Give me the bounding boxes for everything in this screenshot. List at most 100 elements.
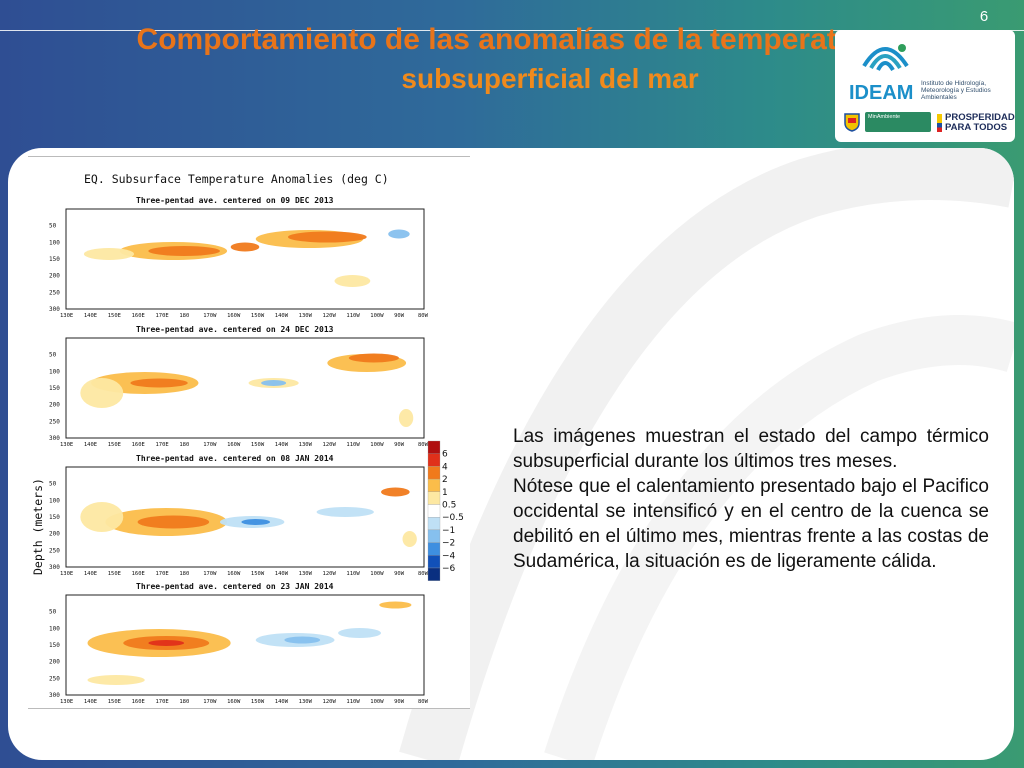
- panel-4-xtick-3: 150E: [108, 699, 121, 705]
- panel-4-xtick-1: 130E: [60, 699, 73, 705]
- panel-4-xtick-6: 180: [179, 699, 189, 705]
- panel-4-ytick-250: 250: [49, 675, 60, 682]
- colorbar-label-3: 2: [442, 475, 448, 485]
- panel-1-anomaly-patch-7: [388, 229, 410, 239]
- decorative-arcs: [399, 148, 1014, 760]
- panel-1-xtick-4: 160E: [132, 313, 145, 319]
- colorbar-swatch-4: [427, 478, 441, 492]
- panel-2-ytick-150: 150: [49, 385, 60, 392]
- panel-4-ytick-100: 100: [49, 625, 60, 632]
- panel-4-xtick-10: 140W: [275, 699, 289, 705]
- panel-1-ytick-300: 300: [49, 306, 60, 313]
- panel-1-anomaly-patch-6: [83, 248, 135, 260]
- colorbar-label-6: −0.5: [442, 513, 464, 523]
- ministry-logo: MinAmbiente: [865, 112, 931, 132]
- panel-2-xtick-2: 140E: [84, 442, 97, 448]
- panel-3-xtick-2: 140E: [84, 571, 97, 577]
- colorbar-swatch-8: [427, 529, 441, 543]
- panel-4-ytick-150: 150: [49, 642, 60, 649]
- figure-bottom-rule: [28, 708, 470, 709]
- panel-1-ytick-200: 200: [49, 273, 60, 280]
- panel-4-xtick-15: 90W: [394, 699, 405, 705]
- panel-1-ytick-50: 50: [49, 223, 57, 230]
- panel-2-xtick-16: 80W: [418, 442, 429, 448]
- panel-3-anomaly-patch-5: [316, 507, 374, 517]
- top-rule: [0, 30, 1024, 31]
- panel-4-xtick-8: 160W: [227, 699, 241, 705]
- panel-4-xtick-2: 140E: [84, 699, 97, 705]
- panel-1-xtick-14: 100W: [370, 313, 384, 319]
- panel-4-anomaly-patch-3: [148, 640, 185, 646]
- panel-3-title: Three-pentad ave. centered on 08 JAN 201…: [136, 454, 334, 463]
- panel-4-anomaly-patch-8: [87, 675, 145, 685]
- panel-4-xtick-4: 160E: [132, 699, 145, 705]
- panel-4-xtick-12: 120W: [323, 699, 337, 705]
- panel-1-xtick-16: 80W: [418, 313, 429, 319]
- colorbar-swatch-9: [427, 542, 441, 556]
- panel-3-xtick-13: 110W: [346, 571, 360, 577]
- panel-4-xtick-9: 150W: [251, 699, 265, 705]
- panel-4-xtick-5: 170E: [155, 699, 168, 705]
- title-line-2: subsuperficial del mar: [401, 63, 699, 94]
- panel-1-ytick-250: 250: [49, 289, 60, 296]
- panel-2-xtick-3: 150E: [108, 442, 121, 448]
- panel-3-anomaly-patch-4: [241, 519, 271, 525]
- panel-3-ytick-300: 300: [49, 564, 60, 571]
- panel-3-ytick-100: 100: [49, 497, 60, 504]
- panel-3-xtick-12: 120W: [323, 571, 337, 577]
- panel-3-ytick-50: 50: [49, 481, 57, 488]
- colorbar-label-8: −2: [442, 539, 455, 549]
- colorbar-label-7: −1: [442, 526, 455, 536]
- ideam-wordmark: IDEAM: [849, 82, 914, 104]
- panel-1-xtick-12: 120W: [323, 313, 337, 319]
- panel-4-xtick-13: 110W: [346, 699, 360, 705]
- panel-1-xtick-13: 110W: [346, 313, 360, 319]
- colorbar-swatch-10: [427, 555, 441, 569]
- panel-1-xtick-10: 140W: [275, 313, 289, 319]
- panel-3-anomaly-patch-2: [137, 515, 210, 529]
- colorbar-swatch-2: [427, 453, 441, 467]
- panel-3-xtick-5: 170E: [155, 571, 168, 577]
- panel-2-xtick-14: 100W: [370, 442, 384, 448]
- panel-4-ytick-200: 200: [49, 659, 60, 666]
- panel-2-anomaly-patch-8: [398, 409, 414, 427]
- panel-2-anomaly-patch-2: [130, 378, 188, 388]
- panel-2-xtick-9: 150W: [251, 442, 265, 448]
- panel-4-ytick-300: 300: [49, 692, 60, 699]
- title-line-1: Comportamiento de las anomalías de la te…: [136, 23, 884, 56]
- panel-1-xtick-6: 180: [179, 313, 189, 319]
- panel-2-xtick-4: 160E: [132, 442, 145, 448]
- panel-2-xtick-6: 180: [179, 442, 189, 448]
- panel-3-xtick-8: 160W: [227, 571, 241, 577]
- prosperidad-line-2: PARA TODOS: [945, 122, 1008, 133]
- panel-1-anomaly-patch-2: [148, 246, 220, 256]
- panel-1-xtick-1: 130E: [60, 313, 73, 319]
- panel-4-xtick-14: 100W: [370, 699, 384, 705]
- panel-3-xtick-4: 160E: [132, 571, 145, 577]
- panel-4-anomaly-patch-5: [284, 636, 321, 644]
- coat-of-arms-icon: [844, 113, 860, 132]
- panel-3-xtick-7: 170W: [203, 571, 217, 577]
- panel-1-anomaly-patch-5: [230, 242, 260, 252]
- panel-2-ytick-50: 50: [49, 352, 57, 359]
- colorbar-label-10: −6: [442, 564, 456, 574]
- panel-4-xtick-11: 130W: [299, 699, 313, 705]
- panel-2-xtick-8: 160W: [227, 442, 241, 448]
- colorbar-label-2: 4: [442, 462, 448, 472]
- panel-3-anomaly-patch-8: [402, 531, 417, 547]
- panel-1-ytick-150: 150: [49, 256, 60, 263]
- figure-canvas: EQ. Subsurface Temperature Anomalies (de…: [31, 172, 464, 705]
- panel-2-xtick-10: 140W: [275, 442, 289, 448]
- panel-2-xtick-15: 90W: [394, 442, 405, 448]
- description-paragraph-1: Las imágenes muestran el estado del camp…: [513, 426, 989, 472]
- panel-3-xtick-1: 130E: [60, 571, 73, 577]
- panel-4-anomaly-patch-6: [338, 628, 382, 638]
- colorbar-label-4: 1: [442, 488, 448, 498]
- panel-3-xtick-9: 150W: [251, 571, 265, 577]
- prosperidad-line-1: PROSPERIDAD: [945, 112, 1015, 123]
- panel-1-anomaly-patch-4: [287, 231, 367, 243]
- colorbar-label-1: 6: [442, 450, 448, 460]
- panel-1-xtick-3: 150E: [108, 313, 121, 319]
- panel-2-xtick-13: 110W: [346, 442, 360, 448]
- panel-2-ytick-100: 100: [49, 368, 60, 375]
